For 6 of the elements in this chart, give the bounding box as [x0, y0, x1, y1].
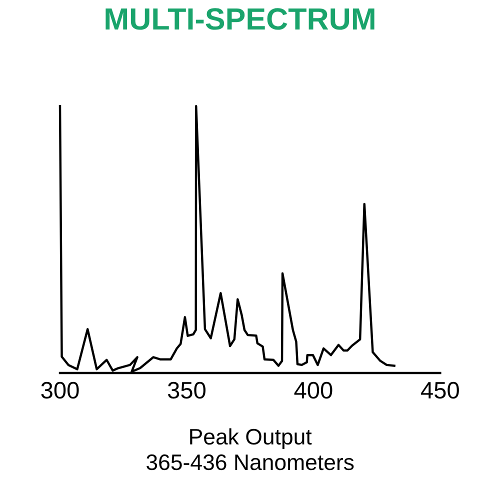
x-tick-label: 350 — [168, 382, 206, 399]
x-tick-label: 450 — [421, 382, 459, 399]
x-tick-label: 400 — [294, 382, 332, 399]
chart-title: MULTI-SPECTRUM — [106, 8, 374, 30]
x-axis-title: Peak Output 365-436 Nanometers — [146, 428, 354, 470]
x-tick-label: 300 — [41, 382, 79, 399]
